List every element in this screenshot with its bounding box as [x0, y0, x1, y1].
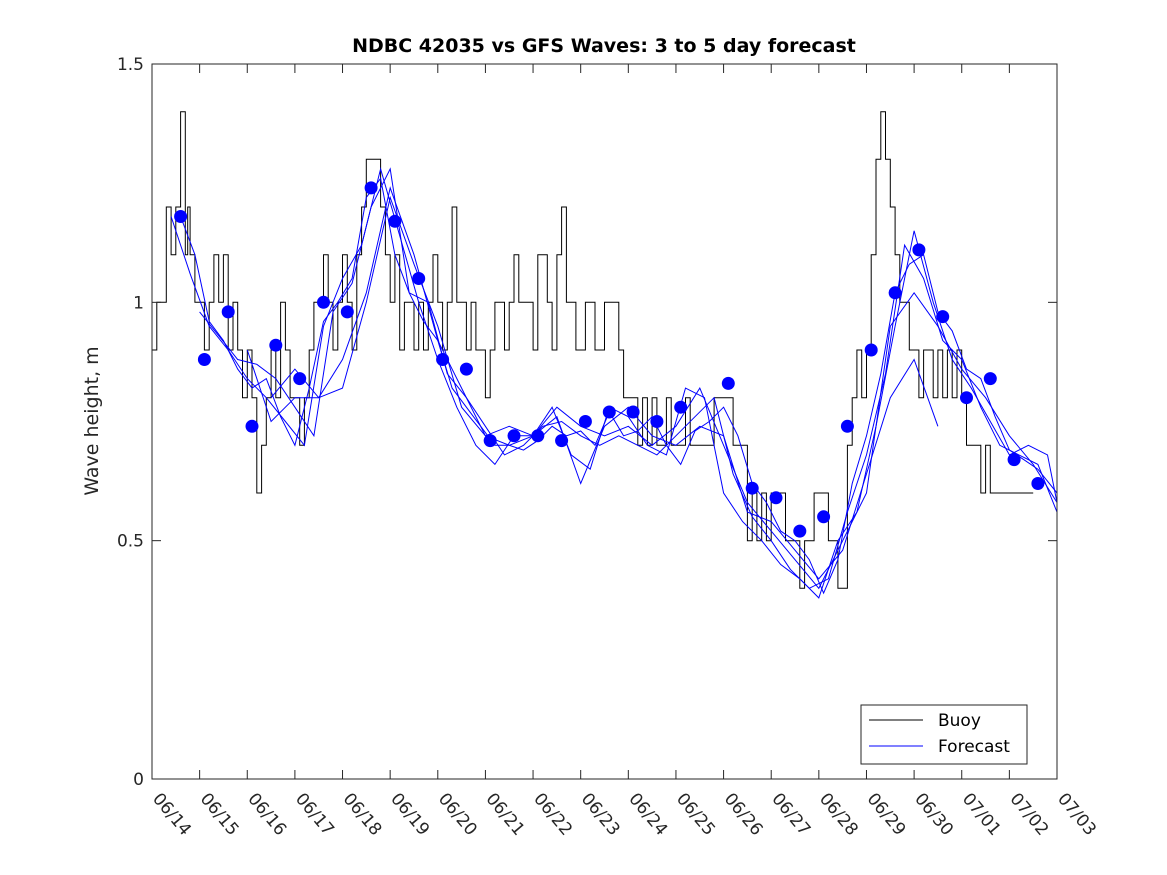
forecast-point: [864, 343, 878, 357]
forecast-point: [436, 353, 450, 366]
forecast-point: [721, 376, 735, 390]
forecast-point: [364, 181, 378, 195]
forecast-points-layer: [174, 181, 1045, 538]
y-tick-label: 0: [133, 770, 144, 790]
forecast-series-line-5: [270, 195, 939, 580]
plot-frame: [151, 63, 1058, 780]
forecast-series-line-4: [246, 186, 1058, 590]
forecast-point: [578, 415, 592, 428]
forecast-point: [1031, 477, 1045, 490]
forecast-point: [531, 429, 545, 443]
forecast-point: [674, 400, 688, 414]
forecast-point: [793, 524, 807, 538]
forecast-point: [221, 305, 235, 319]
forecast-point: [317, 295, 330, 309]
legend: Buoy Forecast: [860, 704, 1028, 765]
forecast-point: [412, 272, 426, 285]
legend-box: [860, 704, 1028, 765]
forecast-point: [197, 353, 211, 366]
legend-buoy-label: Buoy: [938, 711, 981, 731]
forecast-point: [245, 419, 259, 433]
forecast-point: [960, 391, 973, 405]
forecast-point: [602, 405, 616, 419]
forecast-point: [388, 214, 402, 228]
forecast-point: [626, 405, 640, 419]
forecast-point: [174, 210, 188, 223]
forecast-point: [1007, 453, 1021, 467]
y-tick-label: 0.5: [117, 532, 144, 552]
forecast-point: [340, 305, 354, 319]
forecast-point: [507, 429, 521, 443]
series-layer: [152, 111, 1058, 599]
forecast-point: [769, 491, 783, 505]
forecast-point: [912, 243, 926, 257]
forecast-series-line-2: [170, 166, 1058, 599]
buoy-series-line: [152, 111, 1034, 589]
forecast-point: [650, 415, 664, 428]
forecast-point: [459, 362, 473, 376]
y-tick-label: 1.5: [117, 55, 144, 75]
forecast-point: [983, 372, 997, 386]
forecast-point: [745, 481, 759, 495]
chart-title: NDBC 42035 vs GFS Waves: 3 to 5 day fore…: [352, 35, 856, 57]
legend-forecast-label: Forecast: [938, 737, 1010, 757]
forecast-point: [293, 372, 307, 386]
y-tick-label: 1: [133, 293, 144, 313]
forecast-series-line-3: [199, 167, 1058, 589]
forecast-point: [840, 419, 854, 433]
forecast-point: [936, 310, 950, 324]
forecast-point: [269, 338, 283, 352]
forecast-point: [555, 434, 569, 448]
forecast-point: [817, 510, 831, 524]
forecast-point: [483, 434, 497, 448]
y-axis-label: Wave height, m: [81, 346, 103, 495]
forecast-point: [888, 286, 902, 300]
